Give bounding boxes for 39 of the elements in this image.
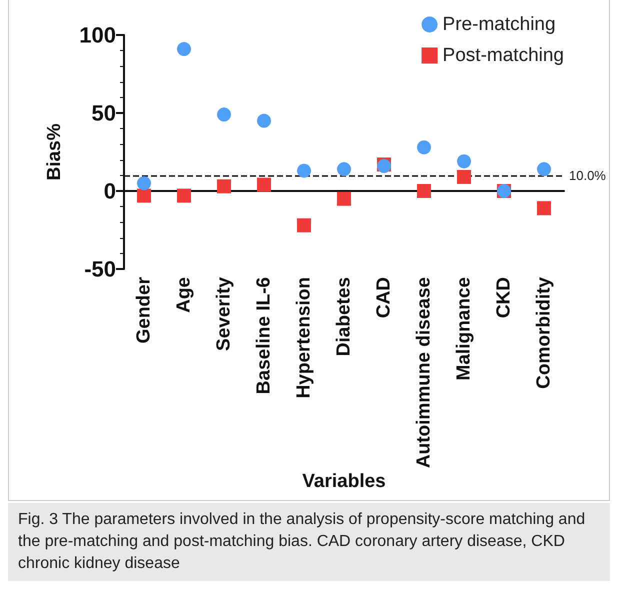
y-tick-label: 50 <box>92 100 116 126</box>
point <box>137 176 151 190</box>
y-axis-title: Bias% <box>44 123 65 181</box>
x-tick-label: Gender <box>134 276 154 344</box>
x-axis-title: Variables <box>302 471 386 492</box>
point <box>217 108 231 122</box>
x-tick-label: Baseline IL-6 <box>254 276 274 394</box>
x-tick-label: CAD <box>374 276 394 318</box>
x-tick-label: Hypertension <box>294 276 314 398</box>
point <box>297 218 311 232</box>
point <box>537 201 551 216</box>
x-tick-label: Comorbidity <box>534 276 554 389</box>
legend-label: Post-matching <box>442 45 564 66</box>
point <box>257 114 271 128</box>
y-tick-label: -50 <box>84 256 116 282</box>
y-tick-label: 100 <box>79 22 116 48</box>
point <box>297 164 311 178</box>
x-tick-label: Age <box>174 276 194 313</box>
point <box>417 184 431 198</box>
y-tick-label: 0 <box>104 178 116 204</box>
point <box>457 154 471 168</box>
point <box>177 188 191 203</box>
x-tick-label: CKD <box>494 276 514 318</box>
legend-label: Pre-matching <box>442 14 556 35</box>
x-tick-label: Severity <box>214 276 234 351</box>
caption: Fig. 3 The parameters involved in the analysis of propensity-score matching and the pre-matching and post-matching bias. CAD coronary artery disease, CKD chronic kidney disease <box>8 503 610 581</box>
ref-line-label: 10.0% <box>569 168 606 183</box>
point <box>417 140 431 154</box>
point <box>337 162 351 176</box>
point <box>217 179 231 194</box>
point <box>457 170 471 184</box>
point <box>177 42 191 56</box>
x-tick-label: Diabetes <box>334 276 354 356</box>
x-tick-label: Malignance <box>454 276 474 380</box>
point <box>137 188 151 203</box>
point <box>537 162 551 176</box>
point <box>337 192 351 206</box>
point <box>257 178 271 192</box>
x-tick-label: Autoimmune disease <box>414 276 434 468</box>
